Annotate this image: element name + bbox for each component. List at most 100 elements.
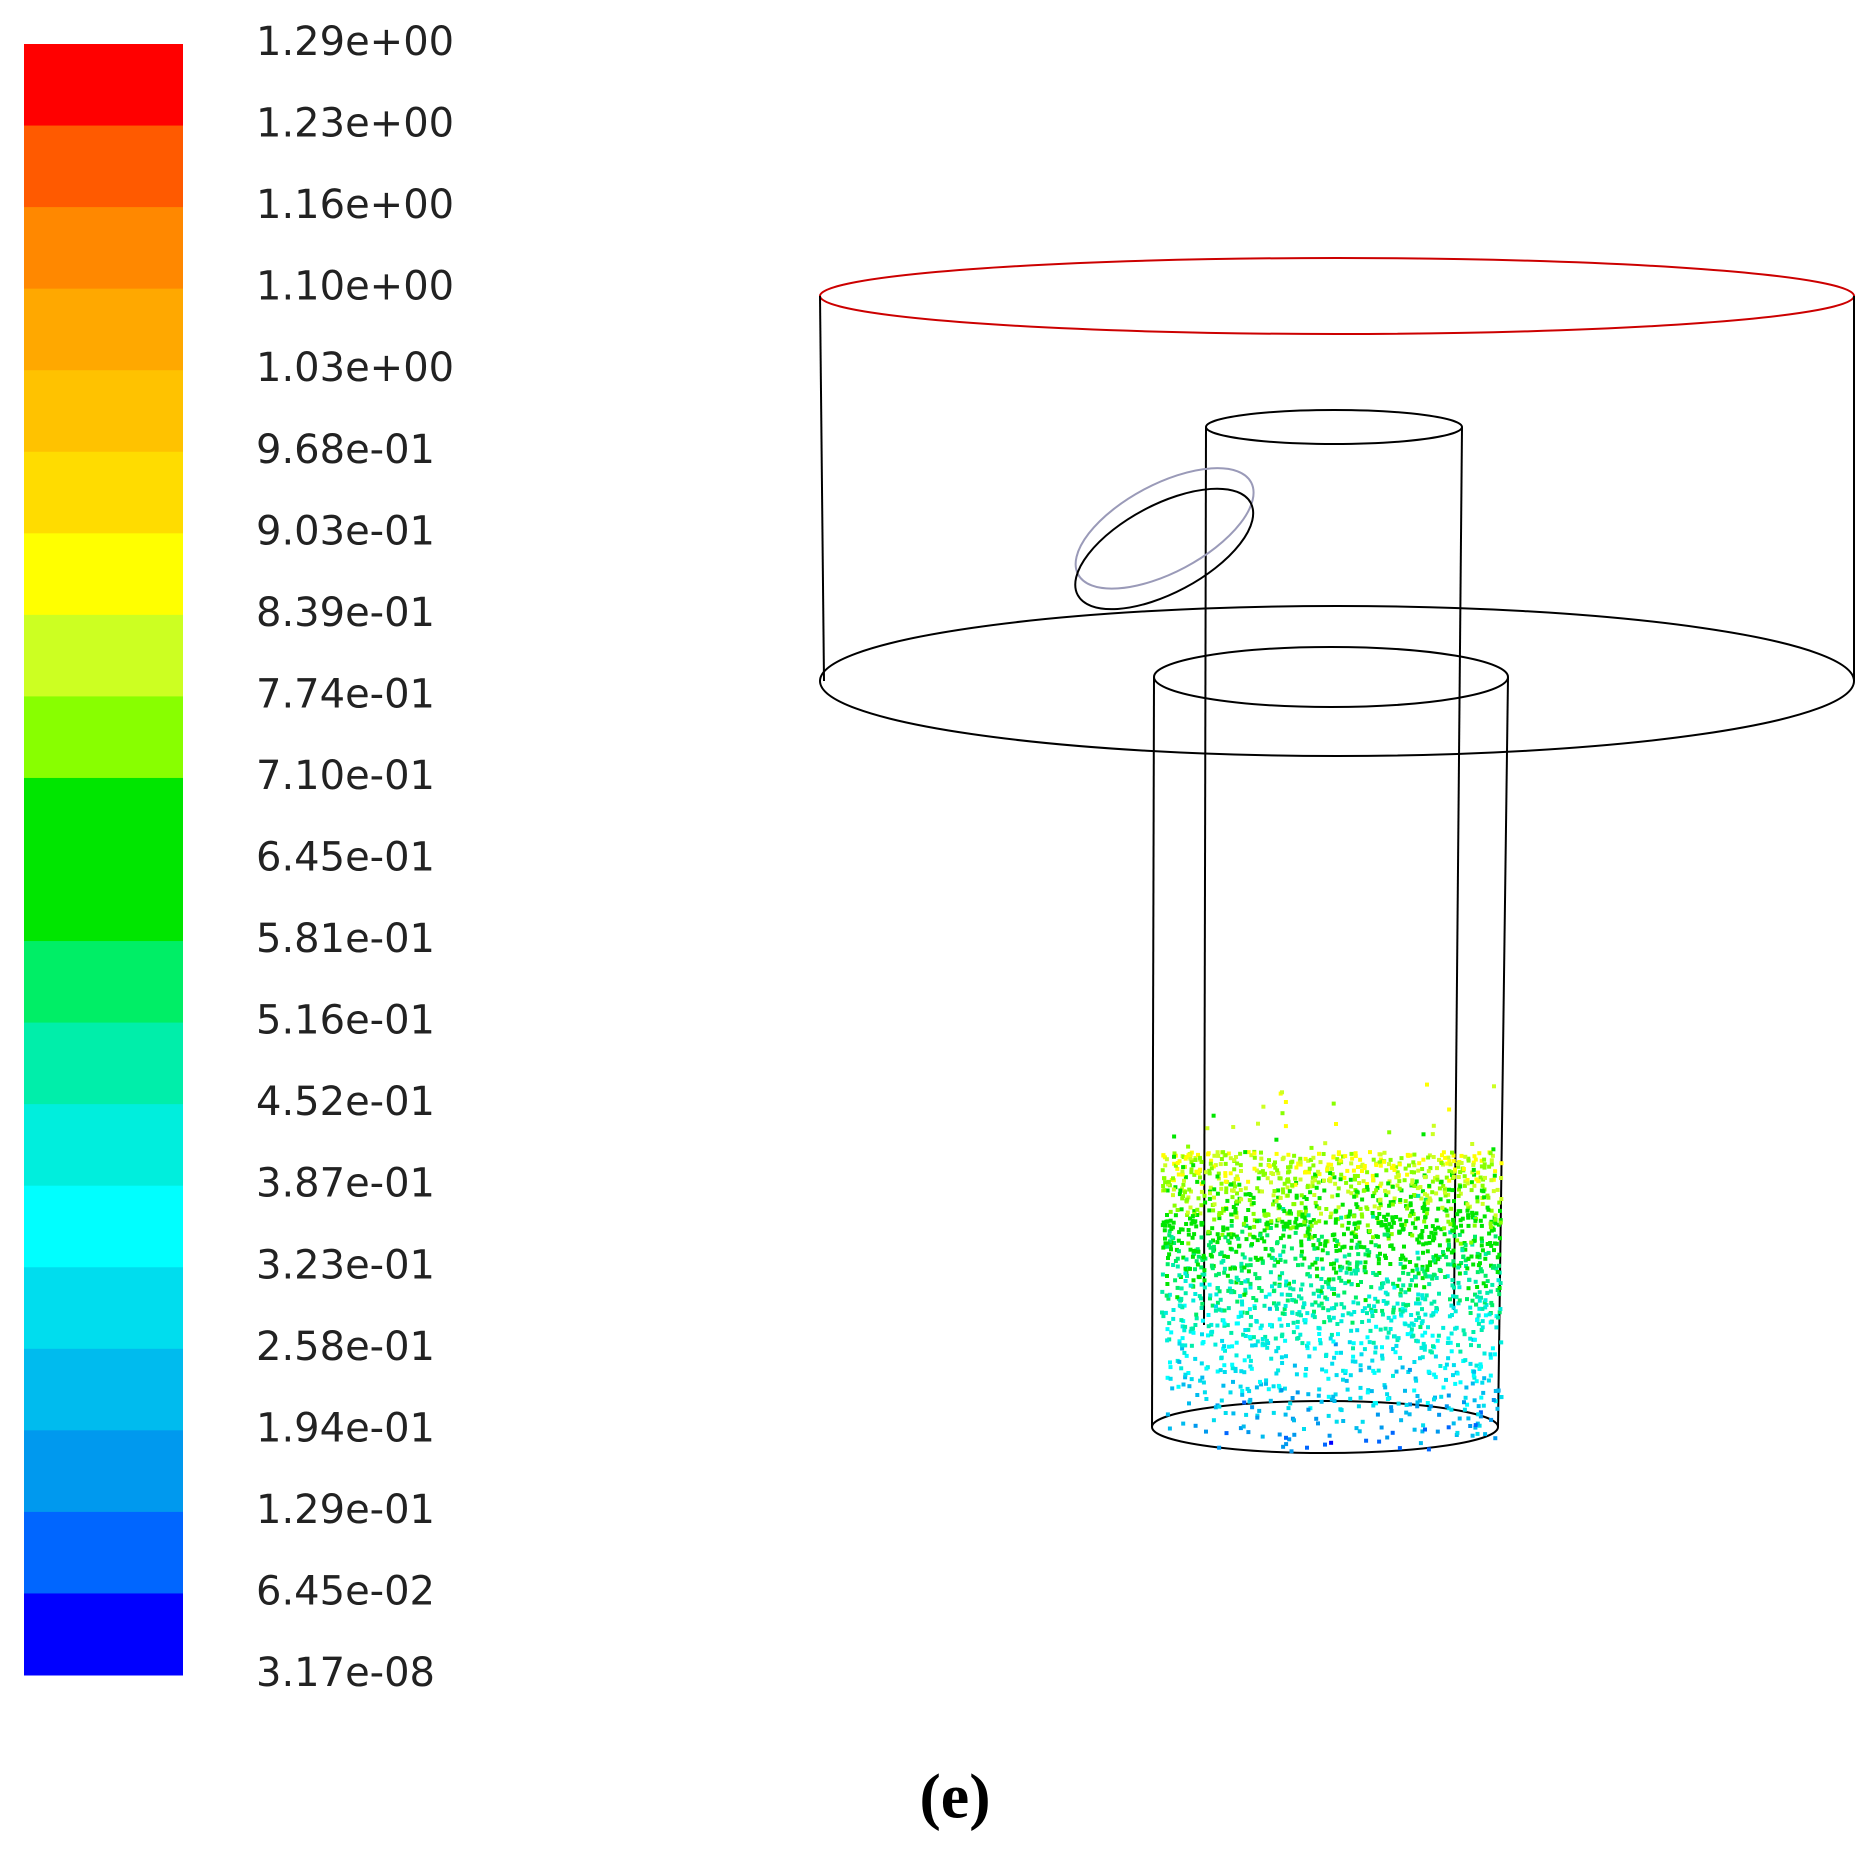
particle <box>1342 1232 1346 1237</box>
particle <box>1371 1340 1376 1345</box>
particle <box>1450 1188 1455 1193</box>
particle <box>1349 1151 1354 1156</box>
particle <box>1452 1263 1457 1268</box>
particle <box>1186 1371 1191 1375</box>
particle <box>1222 1363 1227 1368</box>
particle <box>1221 1150 1226 1155</box>
particle <box>1228 1156 1233 1161</box>
particle <box>1368 1150 1372 1155</box>
particle <box>1463 1271 1468 1275</box>
particle <box>1211 1208 1216 1213</box>
particle <box>1265 1226 1270 1231</box>
particle <box>1324 1207 1329 1211</box>
particle <box>1365 1311 1369 1316</box>
particle <box>1282 1209 1287 1214</box>
particle <box>1163 1241 1168 1246</box>
particle <box>1367 1303 1371 1308</box>
particle <box>1292 1153 1297 1158</box>
particle <box>1276 1171 1281 1176</box>
particle <box>1326 1278 1331 1283</box>
particle <box>1208 1161 1213 1166</box>
particle <box>1185 1197 1190 1202</box>
particle <box>1360 1169 1364 1173</box>
particle <box>1328 1179 1333 1184</box>
particle <box>1437 1157 1441 1162</box>
particle <box>1267 1158 1271 1163</box>
particle <box>1432 1397 1436 1402</box>
particle <box>1260 1189 1264 1194</box>
particle <box>1359 1341 1364 1346</box>
color-band <box>24 125 183 208</box>
particle <box>1355 1261 1360 1266</box>
particle <box>1177 1273 1182 1278</box>
particle <box>1449 1303 1454 1308</box>
particle <box>1488 1320 1493 1325</box>
particle <box>1231 1379 1235 1384</box>
particle <box>1280 1090 1284 1095</box>
particle <box>1298 1332 1303 1337</box>
particle <box>1179 1286 1184 1291</box>
particle <box>1202 1193 1207 1198</box>
particle <box>1178 1298 1183 1303</box>
particle <box>1416 1168 1421 1173</box>
particle <box>1389 1405 1394 1410</box>
particle <box>1381 1281 1386 1286</box>
particle <box>1303 1169 1308 1174</box>
particle <box>1433 1231 1438 1236</box>
particle <box>1248 1364 1253 1369</box>
particle <box>1473 1292 1477 1297</box>
particle <box>1331 1101 1336 1106</box>
particle <box>1497 1222 1501 1227</box>
particle <box>1439 1394 1444 1399</box>
particle <box>1442 1207 1447 1212</box>
particle <box>1404 1403 1409 1407</box>
particle <box>1259 1288 1264 1293</box>
particle <box>1206 1229 1211 1234</box>
particle <box>1374 1273 1379 1277</box>
particle <box>1458 1218 1463 1223</box>
particle <box>1369 1285 1374 1290</box>
particle <box>1198 1167 1203 1172</box>
particle <box>1306 1226 1311 1231</box>
particle <box>1435 1174 1440 1179</box>
particle <box>1403 1290 1408 1295</box>
particle <box>1298 1160 1303 1165</box>
particle <box>1254 1298 1259 1303</box>
particle <box>1479 1223 1484 1228</box>
particle <box>1194 1224 1199 1229</box>
particle <box>1208 1191 1212 1196</box>
particle <box>1392 1315 1397 1320</box>
particle <box>1162 1188 1167 1193</box>
particle <box>1495 1406 1500 1411</box>
particle <box>1293 1230 1298 1235</box>
particle <box>1182 1178 1186 1183</box>
particle <box>1312 1234 1317 1238</box>
particle <box>1353 1151 1358 1156</box>
particle <box>1347 1266 1352 1271</box>
particle <box>1432 1372 1437 1377</box>
particle <box>1342 1290 1347 1295</box>
particle <box>1262 1212 1267 1217</box>
particle <box>1193 1219 1198 1224</box>
particle <box>1447 1178 1452 1183</box>
particle <box>1459 1261 1464 1265</box>
particle <box>1238 1188 1243 1192</box>
particle <box>1473 1423 1478 1428</box>
particle <box>1422 1347 1427 1352</box>
particle <box>1375 1299 1380 1304</box>
particle <box>1432 1258 1436 1263</box>
particle <box>1221 1318 1226 1323</box>
particle <box>1407 1163 1411 1168</box>
particle <box>1367 1229 1372 1233</box>
particle <box>1398 1293 1403 1298</box>
particle <box>1173 1185 1178 1190</box>
particle <box>1371 1235 1375 1240</box>
particle <box>1263 1294 1268 1299</box>
particle <box>1468 1336 1473 1341</box>
particle <box>1199 1361 1204 1366</box>
particle <box>1396 1173 1400 1178</box>
particle <box>1427 1153 1432 1158</box>
particle <box>1476 1343 1481 1348</box>
particle <box>1232 1184 1237 1189</box>
particle <box>1333 1209 1338 1214</box>
